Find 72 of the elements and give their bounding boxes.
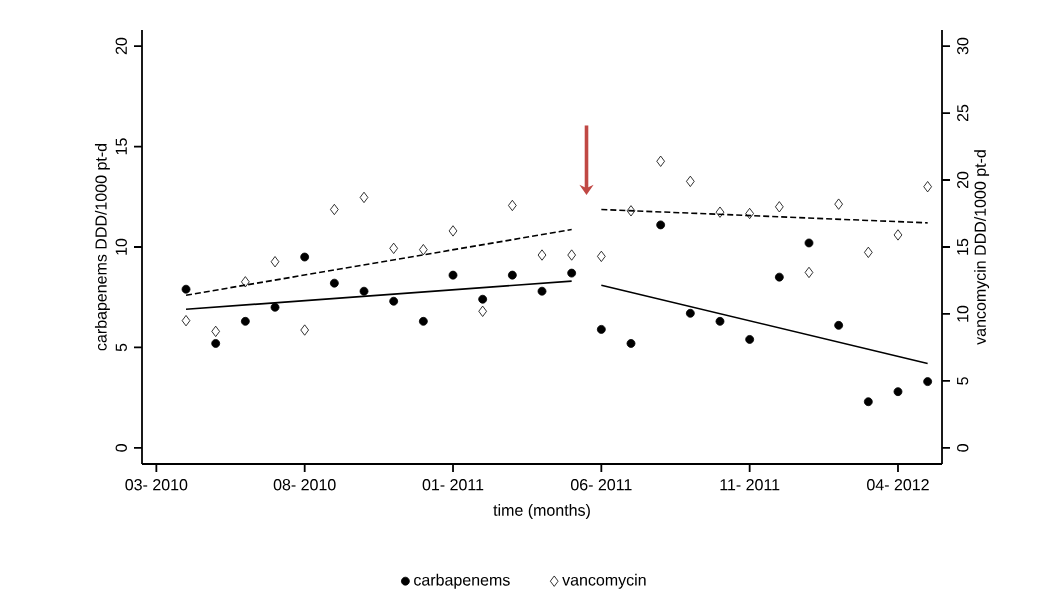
- point: [478, 305, 487, 317]
- point: [804, 266, 814, 279]
- point: [715, 316, 725, 326]
- y-axis-title: carbapenems DDD/1000 pt-d: [94, 144, 110, 351]
- point: [804, 238, 814, 248]
- point: [685, 308, 695, 318]
- point: [774, 272, 784, 282]
- point: [478, 294, 488, 304]
- point: [418, 316, 428, 326]
- point: [567, 249, 576, 261]
- point: [597, 250, 606, 262]
- point: [893, 229, 903, 241]
- y2-tick-label: 15: [957, 238, 969, 255]
- point: [834, 198, 843, 210]
- point: [359, 286, 369, 296]
- x-tick-label: 03- 2010: [125, 479, 188, 491]
- legend-label: carbapenems: [414, 573, 510, 589]
- point: [775, 201, 784, 213]
- point: [864, 246, 873, 258]
- point: [745, 335, 755, 344]
- point: [596, 324, 606, 334]
- point: [300, 252, 310, 262]
- point: [686, 175, 695, 187]
- y2-tick-label: 25: [957, 104, 969, 122]
- y2-tick-label: 30: [957, 37, 969, 55]
- x-tick-label: 08- 2010: [273, 479, 336, 491]
- x-tick-label: 04- 2012: [867, 479, 929, 491]
- point: [329, 278, 339, 288]
- y-tick-label: 15: [115, 138, 127, 155]
- y2-tick-label: 10: [957, 305, 969, 322]
- y-tick-label: 5: [115, 343, 127, 352]
- point: [923, 377, 933, 387]
- point: [300, 324, 309, 336]
- y-tick-label: 20: [115, 37, 127, 55]
- point: [537, 286, 547, 296]
- x-tick-label: 11- 2011: [720, 479, 780, 491]
- y2-tick-label: 0: [957, 444, 969, 452]
- x-axis-title: time (months): [493, 504, 590, 520]
- y-tick-label: 0: [115, 444, 127, 452]
- x-tick-label: 01- 2011: [422, 479, 484, 491]
- point: [567, 268, 577, 278]
- point: [359, 191, 369, 204]
- x-tick-label: 06- 2011: [570, 479, 632, 491]
- point: [537, 249, 547, 261]
- point: [834, 320, 844, 330]
- point: [626, 339, 636, 348]
- point: [448, 225, 458, 237]
- point: [923, 181, 932, 193]
- point: [389, 296, 399, 306]
- y-tick-label: 10: [115, 238, 127, 255]
- legend-label: vancomycin: [562, 573, 646, 589]
- point: [270, 256, 280, 268]
- point: [240, 316, 250, 326]
- point: [863, 397, 873, 407]
- point: [715, 206, 725, 218]
- point: [893, 387, 903, 397]
- point: [507, 270, 517, 280]
- point: [656, 220, 666, 230]
- point: [656, 155, 665, 167]
- y2-axis-title: vancomycin DDD/1000 pt-d: [974, 150, 990, 345]
- point: [211, 339, 221, 348]
- point: [211, 325, 220, 337]
- point: [448, 270, 458, 280]
- point: [181, 284, 191, 294]
- point: [419, 244, 428, 256]
- point: [389, 242, 398, 254]
- point: [626, 205, 636, 217]
- y2-tick-label: 20: [957, 171, 969, 189]
- point: [241, 276, 250, 288]
- point: [181, 315, 191, 327]
- point: [270, 302, 280, 312]
- y2-tick-label: 5: [957, 377, 969, 385]
